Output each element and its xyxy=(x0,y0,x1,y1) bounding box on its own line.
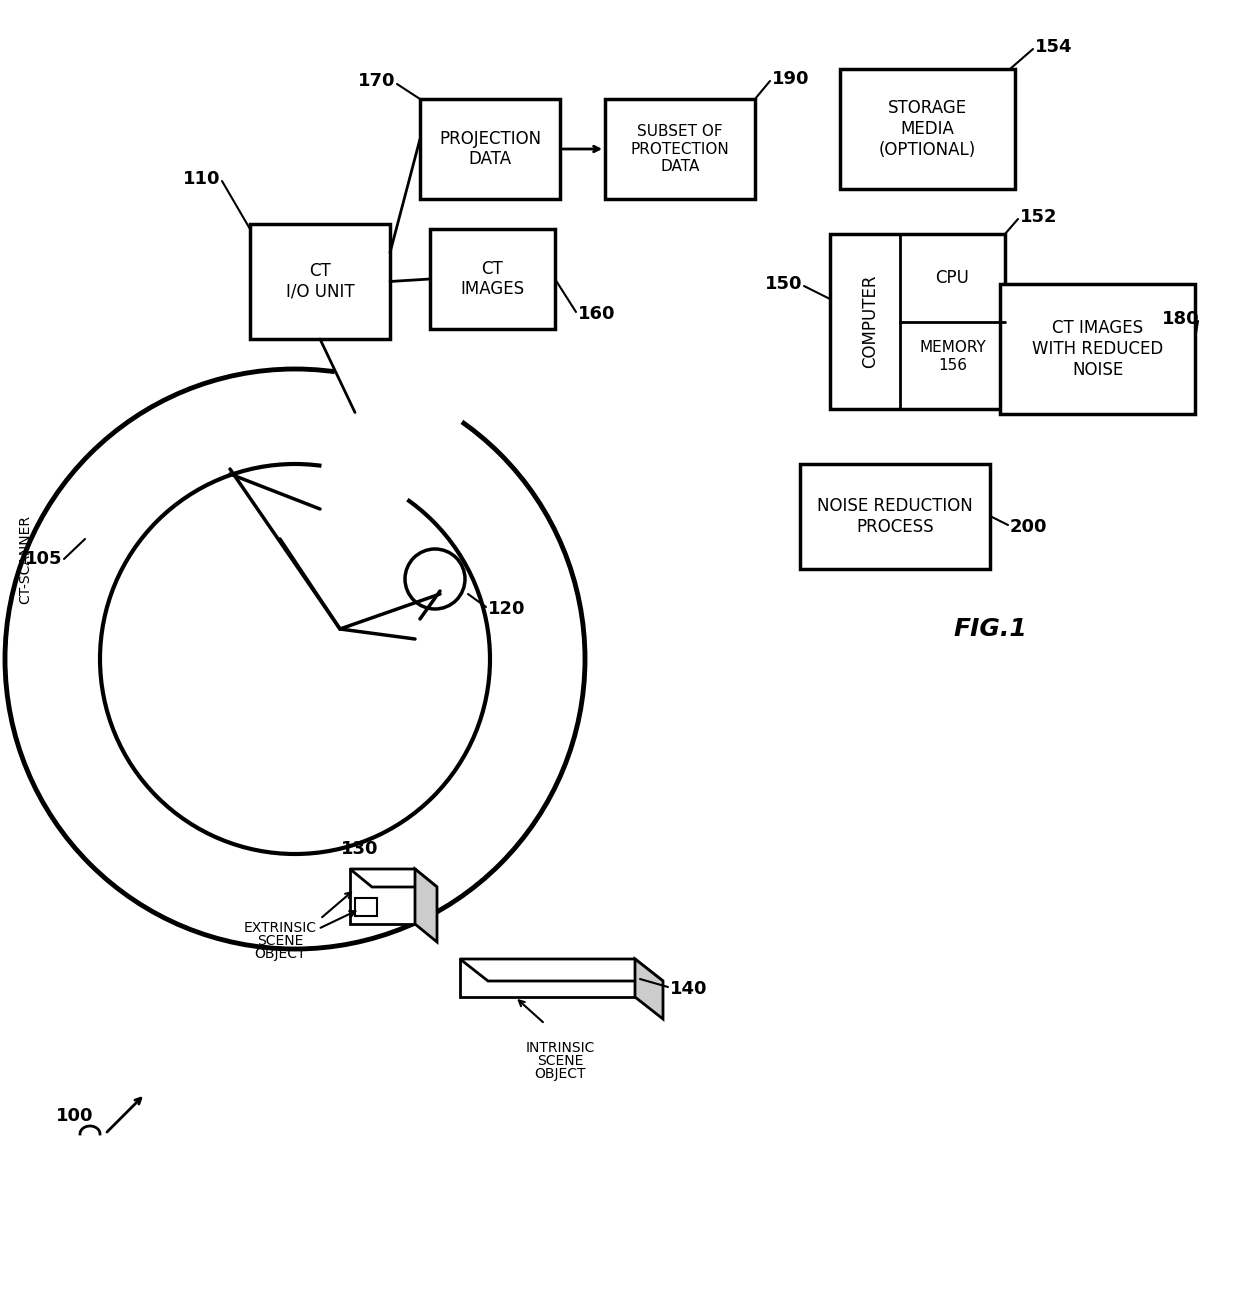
Polygon shape xyxy=(350,869,436,887)
Text: 130: 130 xyxy=(341,840,378,858)
Text: OBJECT: OBJECT xyxy=(254,947,306,962)
Text: 190: 190 xyxy=(773,70,810,88)
Bar xyxy=(839,70,1016,189)
Text: MEMORY
156: MEMORY 156 xyxy=(919,340,986,373)
Bar xyxy=(800,464,990,568)
Polygon shape xyxy=(635,959,663,1020)
Text: 160: 160 xyxy=(578,305,615,324)
Bar xyxy=(830,235,1004,409)
Text: 140: 140 xyxy=(670,980,708,998)
Polygon shape xyxy=(460,959,635,996)
Text: CPU: CPU xyxy=(935,268,970,286)
Text: SCENE: SCENE xyxy=(257,935,304,947)
Bar xyxy=(430,229,556,329)
Text: 120: 120 xyxy=(489,599,526,617)
Text: SCENE: SCENE xyxy=(537,1054,583,1069)
Text: CT IMAGES
WITH REDUCED
NOISE: CT IMAGES WITH REDUCED NOISE xyxy=(1032,320,1163,379)
Bar xyxy=(250,224,391,339)
Bar xyxy=(999,284,1195,414)
Text: 150: 150 xyxy=(765,275,802,293)
Text: 200: 200 xyxy=(1011,518,1048,536)
Text: INTRINSIC: INTRINSIC xyxy=(526,1042,595,1054)
Text: 110: 110 xyxy=(182,170,219,188)
Text: OBJECT: OBJECT xyxy=(534,1067,585,1081)
Polygon shape xyxy=(350,869,415,924)
Text: STORAGE
MEDIA
(OPTIONAL): STORAGE MEDIA (OPTIONAL) xyxy=(879,99,976,159)
Text: EXTRINSIC: EXTRINSIC xyxy=(243,922,316,935)
Text: CT
I/O UNIT: CT I/O UNIT xyxy=(285,262,355,300)
Text: CT-SCANNER: CT-SCANNER xyxy=(19,514,32,603)
Bar xyxy=(355,898,377,916)
Text: 100: 100 xyxy=(56,1107,94,1125)
Polygon shape xyxy=(460,959,663,981)
Text: FIG.1: FIG.1 xyxy=(954,617,1027,641)
Text: 180: 180 xyxy=(1162,309,1200,327)
Wedge shape xyxy=(321,367,464,508)
Text: SUBSET OF
PROTECTION
DATA: SUBSET OF PROTECTION DATA xyxy=(631,124,729,174)
Text: 152: 152 xyxy=(1021,208,1058,226)
Bar xyxy=(605,99,755,199)
Text: 105: 105 xyxy=(25,550,62,568)
Text: COMPUTER: COMPUTER xyxy=(861,275,879,369)
Text: 154: 154 xyxy=(1035,37,1073,55)
Polygon shape xyxy=(415,869,436,942)
Text: NOISE REDUCTION
PROCESS: NOISE REDUCTION PROCESS xyxy=(817,498,973,536)
Text: 170: 170 xyxy=(357,72,396,90)
Text: CT
IMAGES: CT IMAGES xyxy=(460,259,525,298)
Text: PROJECTION
DATA: PROJECTION DATA xyxy=(439,130,541,169)
Bar xyxy=(420,99,560,199)
